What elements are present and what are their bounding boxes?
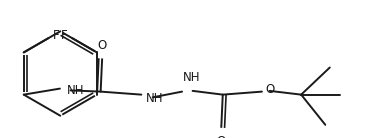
Text: O: O	[266, 83, 275, 96]
Text: F: F	[61, 29, 68, 42]
Text: O: O	[98, 39, 107, 52]
Text: NH: NH	[183, 71, 200, 84]
Text: NH: NH	[67, 84, 84, 97]
Text: F: F	[53, 29, 59, 42]
Text: NH: NH	[146, 92, 163, 105]
Text: O: O	[217, 135, 226, 138]
